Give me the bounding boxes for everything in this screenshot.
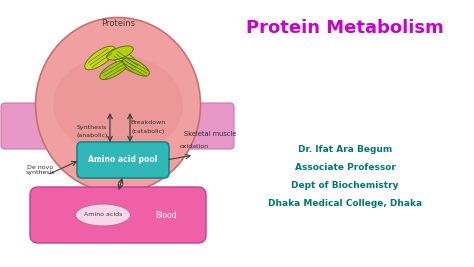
- Text: (catabolic): (catabolic): [131, 128, 164, 134]
- Text: Amino acids: Amino acids: [84, 213, 122, 218]
- Text: oxidation: oxidation: [180, 143, 209, 148]
- Ellipse shape: [85, 46, 115, 70]
- Ellipse shape: [123, 58, 149, 76]
- Ellipse shape: [75, 204, 130, 226]
- Text: Synthesis: Synthesis: [77, 124, 107, 129]
- Ellipse shape: [36, 18, 201, 193]
- FancyBboxPatch shape: [77, 142, 169, 178]
- Text: Blood: Blood: [155, 210, 177, 219]
- Text: De novo
synthesis: De novo synthesis: [25, 164, 55, 175]
- Text: Dr. Ifat Ara Begum: Dr. Ifat Ara Begum: [298, 146, 392, 155]
- Text: Dept of Biochemistry: Dept of Biochemistry: [291, 182, 399, 190]
- Text: Associate Professor: Associate Professor: [294, 163, 395, 172]
- Text: Breakdown: Breakdown: [130, 120, 165, 125]
- Ellipse shape: [100, 60, 128, 80]
- Text: Proteins: Proteins: [101, 18, 135, 28]
- Ellipse shape: [53, 55, 183, 155]
- Text: Dhaka Medical College, Dhaka: Dhaka Medical College, Dhaka: [268, 199, 422, 209]
- Text: Protein Metabolism: Protein Metabolism: [246, 19, 444, 37]
- Ellipse shape: [111, 49, 141, 73]
- Ellipse shape: [107, 46, 133, 60]
- FancyBboxPatch shape: [1, 103, 234, 149]
- FancyBboxPatch shape: [30, 187, 206, 243]
- Text: (anabolic): (anabolic): [76, 132, 108, 138]
- Text: Skeletal muscle: Skeletal muscle: [184, 131, 236, 137]
- Text: Amino acid pool: Amino acid pool: [88, 155, 158, 164]
